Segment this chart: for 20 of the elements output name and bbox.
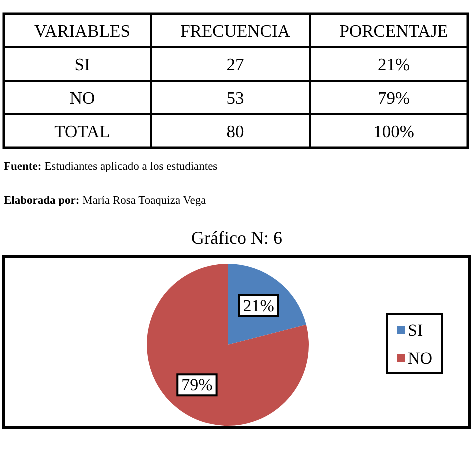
- pie-slice: [147, 264, 309, 426]
- chart-title: Gráfico N: 6: [192, 228, 282, 248]
- data-label: 27: [226, 54, 244, 74]
- data-label: 100%: [374, 121, 414, 142]
- text: Elaborada por: María Rosa Toaquiza Vega: [4, 195, 206, 207]
- data-label: 79%: [182, 376, 213, 395]
- data-label: 79%: [378, 88, 410, 108]
- source-note: Fuente: Estudiantes aplicado a los estudiantes: [4, 161, 218, 173]
- data-label: 80: [226, 121, 244, 142]
- data-label: 53: [226, 88, 244, 108]
- text: PORCENTAJE: [340, 20, 448, 41]
- text: FRECUENCIA: [180, 20, 291, 41]
- data-label: 21%: [243, 296, 274, 316]
- category-label: NO: [70, 88, 96, 108]
- legend-label: SI: [408, 320, 424, 340]
- category-label: SI: [74, 54, 90, 74]
- legend-label: NO: [408, 348, 433, 368]
- data-label: 21%: [378, 54, 410, 74]
- text: VARIABLES: [34, 20, 130, 41]
- category-label: TOTAL: [54, 121, 110, 142]
